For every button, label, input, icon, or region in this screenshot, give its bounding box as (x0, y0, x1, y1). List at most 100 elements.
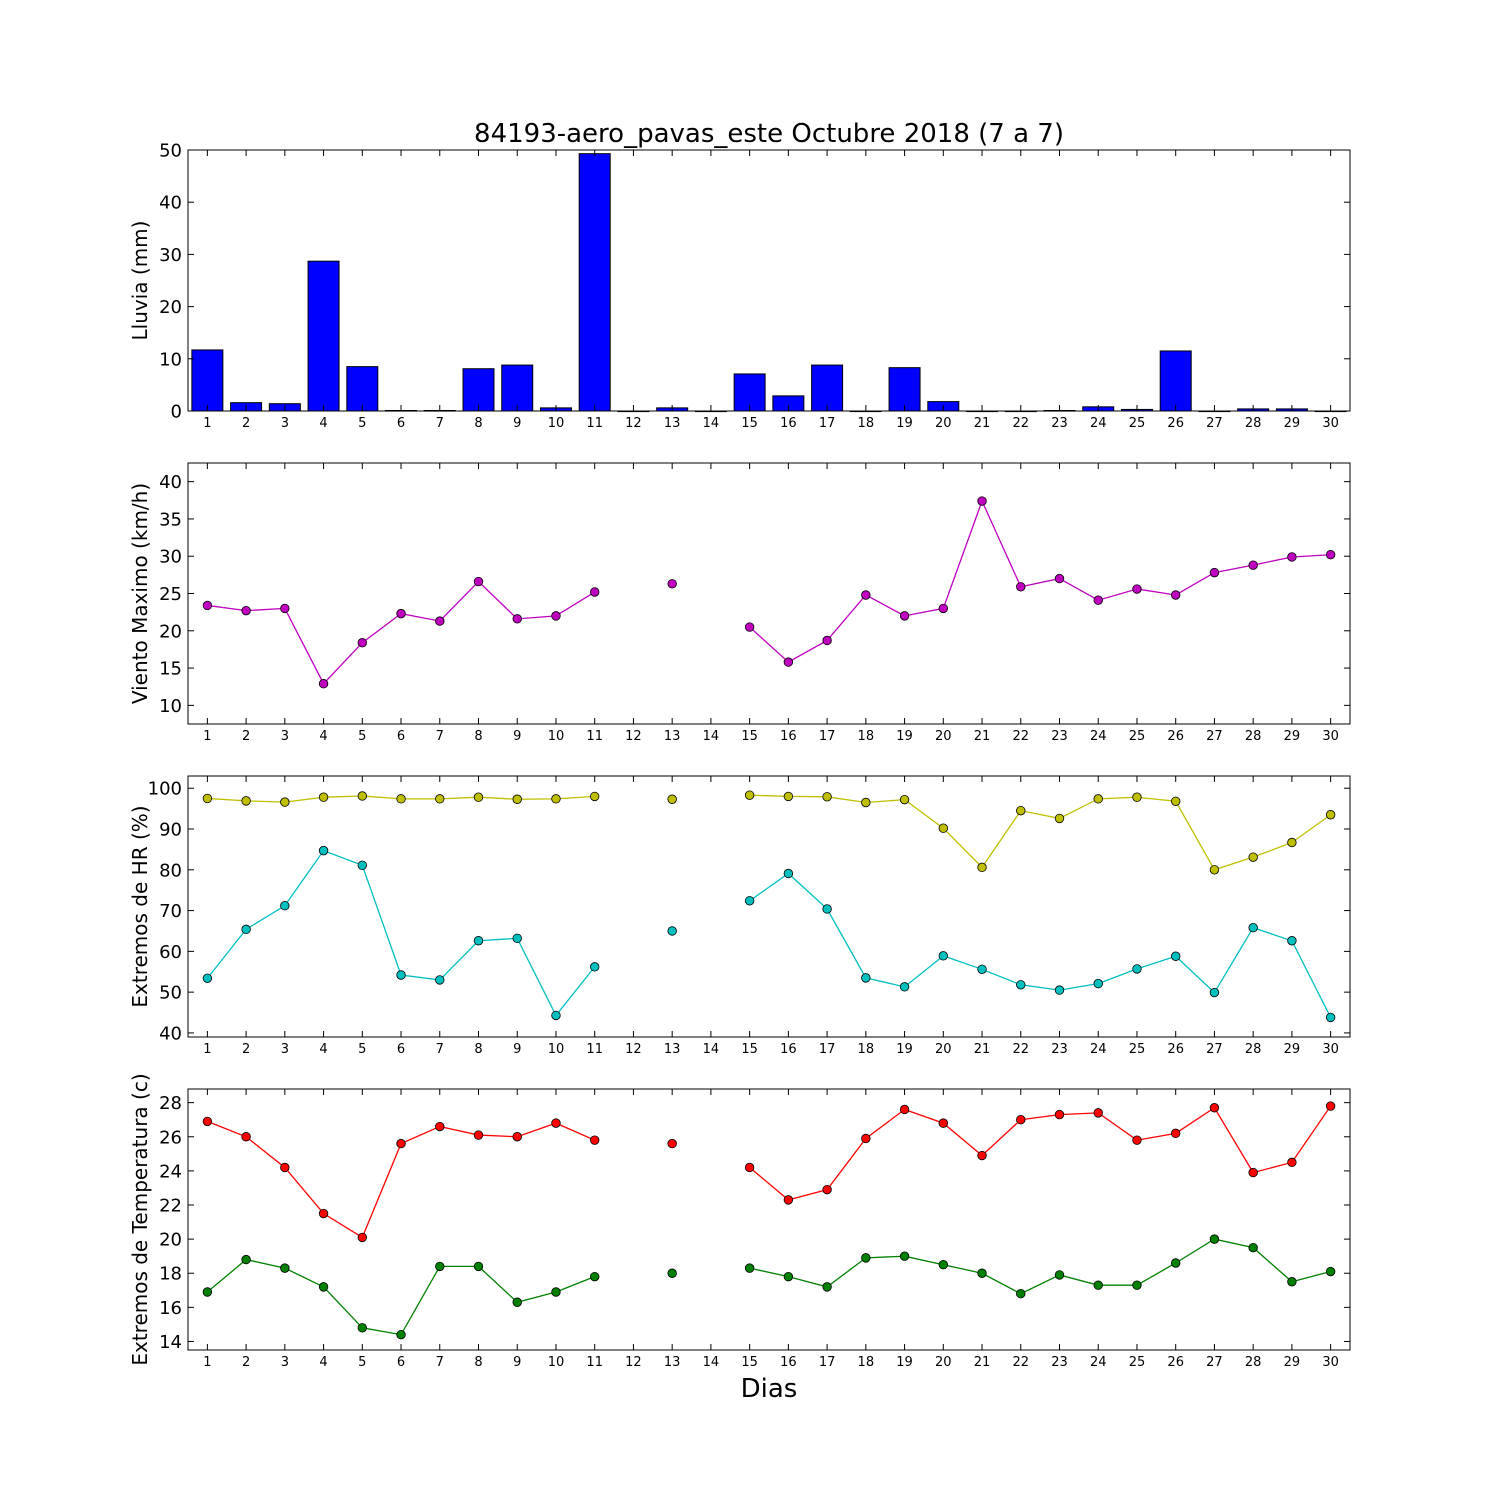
chart-title: 84193-aero_pavas_este Octubre 2018 (7 a … (474, 119, 1064, 149)
xtick-label-viento-10: 10 (548, 729, 565, 744)
point-temperatura-1-day-2 (241, 1254, 251, 1265)
xtick-label-humedad-14: 14 (703, 1042, 720, 1057)
xtick-label-lluvia-15: 15 (741, 416, 758, 431)
point-temperatura-0-day-21 (977, 1150, 987, 1161)
xtick-label-humedad-9: 9 (513, 1042, 521, 1057)
xtick-label-lluvia-24: 24 (1090, 416, 1107, 431)
point-viento-0-day-15 (744, 622, 755, 632)
point-temperatura-0-day-8 (473, 1130, 484, 1140)
ytick-label-temperatura-28: 28 (159, 1093, 182, 1114)
point-temperatura-1-day-26 (1170, 1258, 1181, 1268)
series-humedad-0-line-2 (749, 794, 1332, 871)
xtick-label-humedad-29: 29 (1284, 1042, 1301, 1057)
point-temperatura-1-day-20 (938, 1260, 949, 1270)
bar-day-17 (811, 364, 844, 412)
axes-frame-lluvia (187, 149, 1351, 412)
ytick-label-temperatura-24: 24 (159, 1161, 182, 1182)
point-temperatura-0-day-7 (435, 1121, 445, 1132)
xtick-label-lluvia-25: 25 (1129, 416, 1146, 431)
xtick-label-viento-30: 30 (1322, 729, 1339, 744)
xtick-label-humedad-5: 5 (358, 1042, 366, 1057)
ytick-label-temperatura-18: 18 (159, 1264, 182, 1285)
point-humedad-0-day-21 (977, 862, 987, 873)
xtick-label-humedad-23: 23 (1051, 1042, 1068, 1057)
point-viento-0-day-8 (473, 576, 484, 587)
xtick-label-lluvia-14: 14 (703, 416, 720, 431)
xtick-label-viento-12: 12 (625, 729, 642, 744)
point-humedad-0-day-3 (280, 797, 290, 807)
point-temperatura-0-day-2 (241, 1132, 251, 1142)
point-humedad-0-day-8 (473, 792, 484, 802)
xtick-label-lluvia-27: 27 (1206, 416, 1223, 431)
xtick-label-lluvia-9: 9 (513, 416, 521, 431)
ytick-label-temperatura-16: 16 (159, 1298, 182, 1319)
xtick-label-temperatura-20: 20 (935, 1355, 952, 1370)
point-humedad-0-day-1 (202, 793, 213, 804)
bar-day-19 (888, 367, 921, 412)
point-viento-0-day-25 (1132, 584, 1142, 594)
point-humedad-0-day-20 (938, 823, 949, 833)
xtick-label-viento-21: 21 (974, 729, 991, 744)
xtick-label-viento-20: 20 (935, 729, 952, 744)
xtick-label-viento-4: 4 (319, 729, 327, 744)
point-temperatura-0-day-29 (1287, 1157, 1297, 1168)
xtick-label-humedad-2: 2 (242, 1042, 250, 1057)
point-temperatura-1-day-7 (435, 1261, 445, 1272)
point-viento-0-day-27 (1209, 567, 1220, 578)
xtick-label-viento-8: 8 (474, 729, 482, 744)
y-axis-label-humedad: Extremos de HR (%) (128, 805, 152, 1007)
ytick-label-temperatura-22: 22 (159, 1196, 182, 1217)
point-temperatura-1-day-8 (473, 1261, 484, 1272)
point-humedad-1-day-3 (280, 900, 290, 911)
xtick-label-lluvia-16: 16 (780, 416, 797, 431)
xtick-label-humedad-3: 3 (281, 1042, 289, 1057)
point-temperatura-0-day-16 (783, 1195, 794, 1205)
point-humedad-1-day-17 (822, 904, 832, 914)
point-humedad-1-day-9 (512, 933, 522, 944)
point-humedad-0-day-23 (1054, 813, 1065, 824)
xtick-label-lluvia-28: 28 (1245, 416, 1262, 431)
point-humedad-0-day-19 (899, 794, 910, 805)
xtick-label-temperatura-9: 9 (513, 1355, 521, 1370)
ytick-label-viento-15: 15 (159, 659, 182, 680)
point-temperatura-1-day-9 (512, 1297, 522, 1307)
xtick-label-viento-3: 3 (281, 729, 289, 744)
bar-day-15 (733, 373, 766, 412)
xtick-label-humedad-22: 22 (1012, 1042, 1029, 1057)
ytick-label-lluvia-20: 20 (159, 297, 182, 318)
xtick-label-temperatura-15: 15 (741, 1355, 758, 1370)
point-humedad-0-day-25 (1132, 792, 1142, 802)
point-humedad-1-day-22 (1016, 980, 1026, 990)
xtick-label-temperatura-24: 24 (1090, 1355, 1107, 1370)
point-temperatura-1-day-22 (1016, 1289, 1026, 1299)
point-temperatura-0-day-30 (1325, 1101, 1336, 1111)
xtick-label-lluvia-11: 11 (586, 416, 603, 431)
bar-day-1 (191, 349, 224, 412)
point-humedad-0-day-26 (1170, 796, 1181, 806)
point-humedad-0-day-15 (744, 790, 755, 800)
ytick-label-viento-10: 10 (159, 696, 182, 717)
xtick-label-humedad-17: 17 (819, 1042, 836, 1057)
ytick-label-temperatura-14: 14 (159, 1332, 182, 1353)
point-temperatura-1-day-29 (1287, 1277, 1297, 1287)
point-temperatura-0-day-13 (667, 1138, 677, 1149)
xtick-label-viento-14: 14 (703, 729, 720, 744)
xtick-label-temperatura-25: 25 (1129, 1355, 1146, 1370)
point-temperatura-0-day-11 (590, 1135, 600, 1145)
xtick-label-viento-1: 1 (203, 729, 211, 744)
xtick-label-viento-26: 26 (1167, 729, 1184, 744)
bar-day-8 (462, 368, 495, 412)
point-temperatura-0-day-22 (1016, 1115, 1026, 1125)
point-humedad-0-day-30 (1325, 810, 1336, 820)
xtick-label-viento-13: 13 (664, 729, 681, 744)
xtick-label-viento-29: 29 (1284, 729, 1301, 744)
ytick-label-lluvia-50: 50 (159, 141, 182, 162)
point-temperatura-1-day-15 (744, 1263, 755, 1273)
point-humedad-1-day-8 (473, 936, 484, 946)
xtick-label-viento-27: 27 (1206, 729, 1223, 744)
point-humedad-1-day-28 (1248, 923, 1258, 933)
series-viento-0-line-2 (749, 499, 1331, 663)
point-humedad-1-day-1 (202, 973, 213, 983)
xtick-label-humedad-13: 13 (664, 1042, 681, 1057)
